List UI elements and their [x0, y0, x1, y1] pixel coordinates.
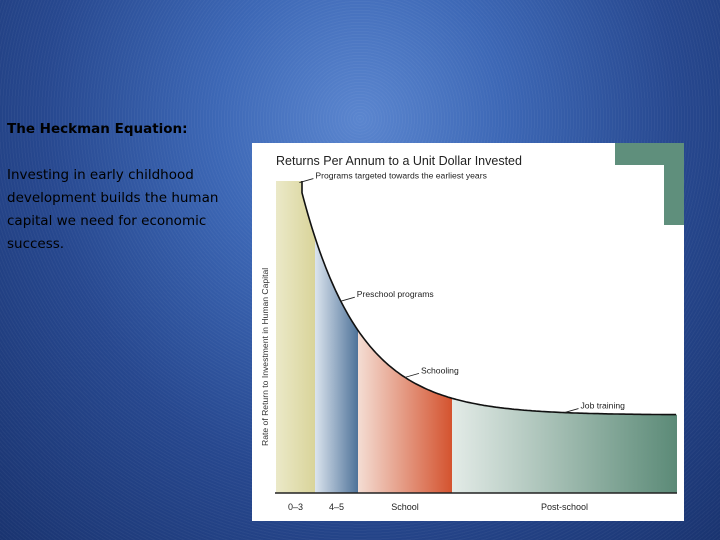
annotation-label-4: Job training [581, 401, 626, 411]
corner-accent-vertical [664, 143, 684, 225]
annotation-leader-4 [564, 408, 579, 414]
chart-title: Returns Per Annum to a Unit Dollar Inves… [276, 154, 522, 168]
x-tick-label-2: 4–5 [329, 502, 344, 512]
x-tick-label-3: School [391, 502, 419, 512]
annotation-label-3: Schooling [421, 365, 459, 375]
annotation-label-1: Programs targeted towards the earliest y… [315, 171, 486, 181]
annotation-leader-2 [340, 296, 355, 302]
returns-chart: Returns Per Annum to a Unit Dollar Inves… [260, 143, 684, 512]
return-curve [301, 181, 676, 416]
segment-area-1 [276, 181, 315, 493]
y-axis-label: Rate of Return to Investment in Human Ca… [260, 268, 270, 446]
slide-body: Investing in early childhood development… [7, 167, 219, 252]
chart-panel: Returns Per Annum to a Unit Dollar Inves… [252, 143, 684, 521]
x-tick-label-1: 0–3 [288, 502, 303, 512]
x-tick-label-4: Post-school [541, 502, 588, 512]
annotation-leader-1 [299, 178, 314, 184]
annotation-label-2: Preschool programs [357, 289, 434, 299]
slide-text: The Heckman Equation: Investing in early… [7, 118, 252, 256]
slide-heading: The Heckman Equation: [7, 121, 188, 137]
segment-area-4 [452, 398, 677, 493]
annotation-leader-3 [404, 372, 420, 378]
segment-area-2 [315, 237, 358, 493]
segment-area-3 [358, 330, 452, 493]
